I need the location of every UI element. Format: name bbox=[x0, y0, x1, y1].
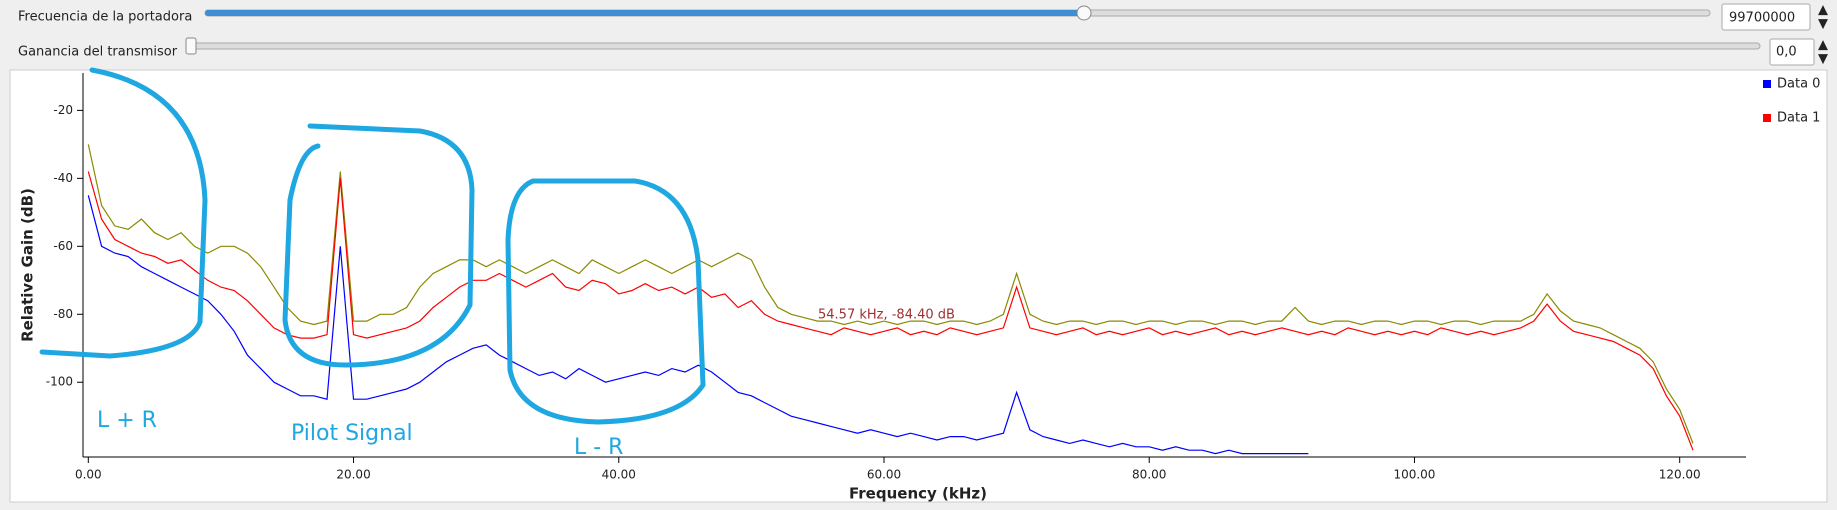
x-tick-label: 80.00 bbox=[1132, 468, 1166, 482]
annotation: L + R bbox=[97, 408, 157, 433]
annotation-strokes bbox=[39, 67, 706, 425]
spin-down[interactable]: ▼ bbox=[1818, 17, 1828, 32]
y-tick-label: -60 bbox=[53, 239, 73, 253]
loop-lr-sum bbox=[39, 67, 208, 359]
loop-lr-diff bbox=[505, 178, 706, 425]
loop-pilot bbox=[282, 123, 475, 368]
spin-down[interactable]: ▼ bbox=[1818, 52, 1828, 67]
x-tick-label: 20.00 bbox=[336, 468, 370, 482]
spin-up[interactable]: ▲ bbox=[1818, 38, 1828, 53]
x-tick-label: 120.00 bbox=[1659, 468, 1701, 482]
y-tick-label: -80 bbox=[53, 307, 73, 321]
x-tick-label: 100.00 bbox=[1393, 468, 1435, 482]
spinbox-value: 0,0 bbox=[1776, 45, 1797, 60]
series-line bbox=[87, 144, 1694, 444]
annotation: Pilot Signal bbox=[291, 421, 413, 446]
marker-label: 54.57 kHz, -84.40 dB bbox=[818, 308, 955, 323]
x-tick-label: 40.00 bbox=[602, 468, 636, 482]
spinbox[interactable] bbox=[1769, 38, 1815, 66]
legend-label: Data 1 bbox=[1777, 111, 1820, 126]
y-tick-label: -20 bbox=[53, 103, 73, 117]
y-axis-label: Relative Gain (dB) bbox=[19, 188, 37, 342]
y-tick-label: -100 bbox=[46, 375, 73, 389]
slider-fill bbox=[205, 10, 1084, 16]
slider-handle[interactable] bbox=[185, 37, 197, 55]
control-label: Frecuencia de la portadora bbox=[18, 10, 192, 25]
x-axis-label: Frequency (kHz) bbox=[849, 485, 987, 503]
legend-label: Data 0 bbox=[1777, 77, 1820, 92]
spinbox[interactable] bbox=[1721, 3, 1811, 31]
legend-swatch bbox=[1763, 114, 1771, 122]
y-tick-label: -40 bbox=[53, 171, 73, 185]
x-tick-label: 60.00 bbox=[867, 468, 901, 482]
slider-track[interactable] bbox=[189, 42, 1761, 50]
legend-swatch bbox=[1763, 80, 1771, 88]
plot-widget bbox=[9, 69, 1828, 503]
spinbox-value: 99700000 bbox=[1729, 11, 1795, 26]
series-line bbox=[87, 195, 1309, 455]
spin-up[interactable]: ▲ bbox=[1818, 3, 1828, 18]
control-label: Ganancia del transmisor bbox=[18, 45, 178, 60]
annotation: L - R bbox=[574, 435, 623, 460]
x-tick-label: 0.00 bbox=[75, 468, 102, 482]
series-line bbox=[87, 171, 1694, 451]
slider-handle[interactable] bbox=[1076, 5, 1092, 21]
